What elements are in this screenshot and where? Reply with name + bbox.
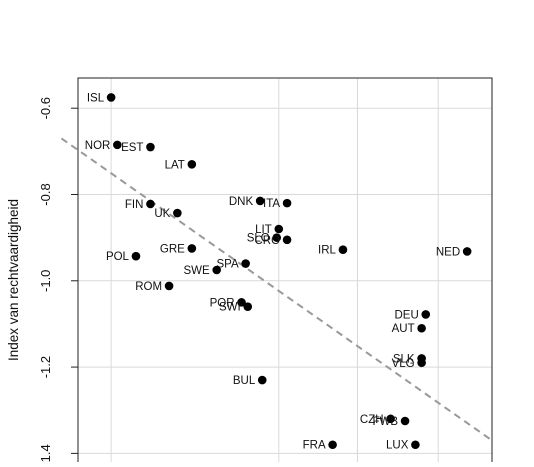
point-label-fra: FRA — [303, 440, 326, 452]
point-label-deu: DEU — [394, 309, 418, 321]
point-label-isl: ISL — [87, 92, 105, 104]
data-point-vlg — [417, 358, 426, 368]
data-point-czh — [386, 414, 395, 424]
point-label-pol: POL — [106, 251, 130, 263]
data-point-cro — [282, 235, 292, 245]
data-point-lux — [411, 440, 420, 450]
data-point-swi — [243, 302, 253, 311]
data-point-isl — [106, 93, 116, 102]
data-point-deu — [421, 310, 431, 319]
data-point-slo — [272, 233, 282, 242]
point-label-lat: LAT — [165, 159, 185, 171]
data-point-dnk — [255, 196, 265, 206]
data-point-por — [237, 298, 246, 307]
data-point-fin — [146, 199, 155, 209]
point-label-por: POR — [210, 297, 235, 309]
y-axis-ticks: -0.6 -0.8 -1.0 -1.2 1.4 — [38, 97, 78, 462]
y-axis-label: Index van rechtvaardigheid — [6, 199, 21, 361]
point-label-swe: SWE — [183, 265, 210, 277]
data-point-est — [146, 142, 155, 152]
point-label-czh: CZH — [360, 414, 384, 426]
data-point-ita — [282, 198, 292, 208]
data-point-rom — [164, 281, 174, 291]
data-point-ned — [462, 247, 472, 256]
data-point-irl — [338, 245, 348, 255]
y-tick-label: -0.8 — [38, 183, 53, 205]
point-label-est: EST — [121, 142, 143, 154]
point-label-swi: SWI — [219, 302, 241, 314]
point-label-ita: ITA — [263, 198, 280, 210]
y-tick-label: 1.4 — [38, 444, 53, 462]
point-label-nor: NOR — [85, 140, 111, 152]
data-point-lat — [187, 159, 197, 169]
data-point-aut — [417, 323, 426, 333]
point-label-ned: NED — [436, 246, 460, 258]
trend-line — [60, 137, 493, 442]
data-point-uk — [173, 208, 182, 218]
point-label-dnk: DNK — [229, 196, 254, 208]
point-label-fwb: FWB — [372, 416, 398, 428]
point-label-bul: BUL — [233, 375, 256, 387]
data-point-bul — [257, 375, 267, 385]
point-label-cro: CRO — [255, 235, 281, 247]
point-label-irl: IRL — [318, 245, 337, 257]
data-point-fwb — [400, 416, 410, 426]
point-label-rom: ROM — [135, 281, 162, 293]
data-point-swe — [212, 265, 221, 275]
point-label-gre: GRE — [160, 243, 185, 255]
point-label-aut: AUT — [392, 323, 415, 335]
point-label-slk: SLK — [393, 353, 415, 365]
data-point-pol — [131, 251, 141, 261]
data-point-gre — [187, 244, 197, 253]
point-label-vlg: VLG — [392, 358, 415, 370]
data-point-fra — [328, 440, 337, 450]
data-point-nor — [113, 140, 122, 150]
grid-lines — [78, 78, 492, 462]
y-tick-label: -1.0 — [38, 270, 53, 292]
point-label-spa: SPA — [216, 259, 238, 271]
point-label-fin: FIN — [125, 199, 144, 211]
y-tick-label: -1.2 — [38, 356, 53, 378]
plot-frame — [77, 77, 493, 467]
y-tick-label: -0.6 — [38, 97, 53, 119]
point-label-uk: UK — [154, 208, 170, 220]
point-label-lux: LUX — [386, 440, 409, 452]
data-point-lit — [274, 224, 284, 234]
point-label-slo: SLO — [247, 233, 270, 245]
data-point-spa — [241, 259, 250, 268]
point-label-lit: LIT — [255, 224, 272, 236]
